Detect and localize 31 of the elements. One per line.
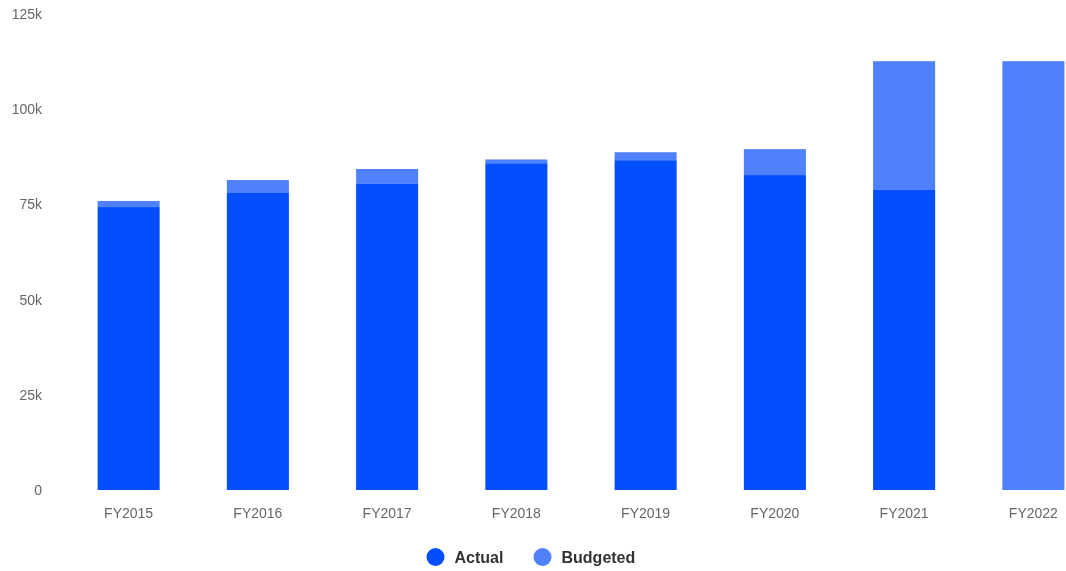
y-tick-label: 100k bbox=[11, 101, 43, 118]
y-tick-label: 0 bbox=[34, 481, 43, 498]
bar bbox=[614, 152, 677, 161]
bar bbox=[873, 189, 936, 490]
bar bbox=[485, 163, 548, 490]
x-tick-label: FY2022 bbox=[1008, 505, 1059, 521]
bar bbox=[1002, 61, 1065, 490]
bar bbox=[485, 159, 548, 164]
x-tick-label: FY2020 bbox=[750, 505, 800, 521]
x-tick-label: FY2015 bbox=[104, 505, 154, 521]
bar bbox=[356, 168, 419, 184]
y-tick-label: 75k bbox=[19, 196, 43, 213]
bar bbox=[97, 200, 160, 208]
bar bbox=[226, 192, 289, 490]
bar bbox=[226, 180, 289, 193]
legend-label: Budgeted bbox=[561, 548, 636, 566]
y-tick-label: 125k bbox=[11, 5, 43, 22]
y-tick-label: 25k bbox=[19, 386, 43, 403]
x-tick-label: FY2021 bbox=[879, 505, 929, 521]
bar bbox=[97, 207, 160, 490]
bar bbox=[743, 175, 806, 490]
x-tick-label: FY2018 bbox=[491, 505, 542, 521]
bar bbox=[356, 183, 419, 490]
y-tick-label: 50k bbox=[19, 291, 43, 308]
bar bbox=[614, 160, 677, 490]
bar bbox=[873, 61, 936, 190]
x-tick-label: FY2016 bbox=[233, 505, 283, 521]
x-tick-label: FY2017 bbox=[362, 505, 412, 521]
bar bbox=[743, 149, 806, 176]
legend-label: Actual bbox=[454, 548, 504, 566]
x-tick-label: FY2019 bbox=[621, 505, 671, 521]
